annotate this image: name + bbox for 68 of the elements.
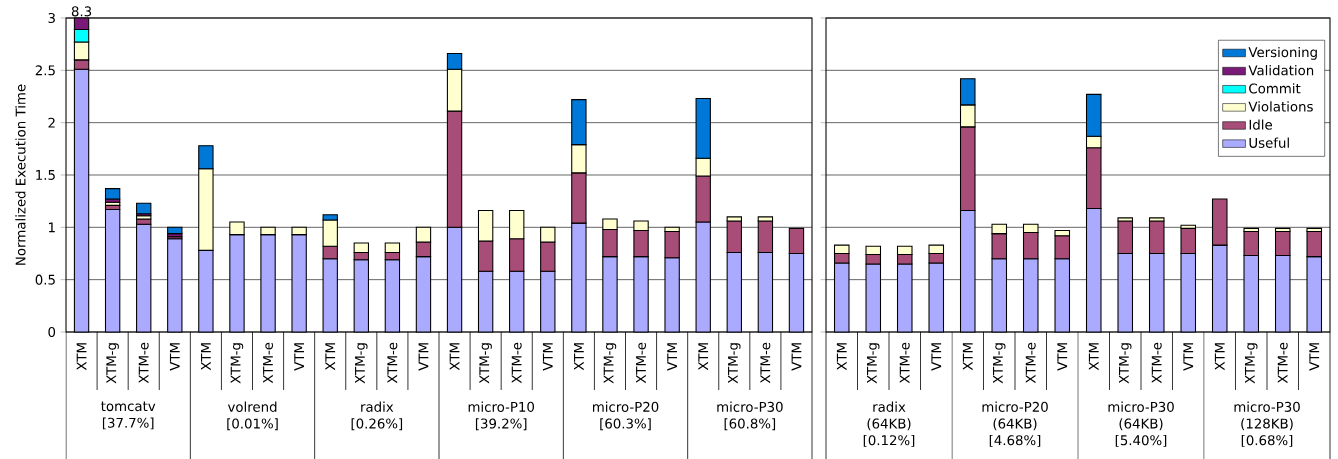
- x-tick-label: XTM-g: [1245, 343, 1258, 384]
- x-tick-label: XTM-e: [511, 342, 522, 384]
- x-tick-label: XTM-g: [1119, 343, 1132, 384]
- text: micro-P20 [60.3%]: [593, 401, 659, 431]
- legend-label: Useful: [1249, 137, 1289, 148]
- text: radix (64KB) [0.12%]: [863, 401, 915, 447]
- text: volrend [0.01%]: [227, 401, 278, 431]
- x-tick-label: XTM-e: [1151, 342, 1162, 384]
- x-tick-label: XTM: [574, 343, 584, 371]
- legend-label: Validation: [1248, 65, 1314, 76]
- x-tick-label: XTM-g: [867, 343, 880, 384]
- legend-label: Violations: [1248, 101, 1313, 112]
- x-tick-label: VTM: [542, 343, 553, 371]
- x-tick-label: XTM: [962, 343, 973, 371]
- text: micro-P30 (64KB) [5.40%]: [1108, 401, 1174, 447]
- x-tick-label: VTM: [418, 343, 429, 371]
- x-tick-label: XTM-e: [636, 342, 646, 384]
- x-tick-label: XTM: [1214, 343, 1225, 371]
- x-tick-label: XTM-g: [603, 343, 617, 384]
- x-tick-label: XTM: [449, 343, 460, 371]
- x-tick-label: XTM: [201, 343, 211, 371]
- x-tick-label: VTM: [1057, 343, 1068, 371]
- x-tick-label: XTM-g: [728, 343, 741, 384]
- x-tick-label: XTM-g: [355, 343, 368, 384]
- x-tick-label: XTM: [698, 343, 709, 371]
- x-tick-label: XTM-g: [479, 343, 492, 384]
- bar: [167, 226, 183, 235]
- y-tick-label: 1.5: [36, 170, 55, 180]
- text: micro-P10 [39.2%]: [468, 401, 535, 431]
- text: micro-P30 (128KB) [0.68%]: [1234, 401, 1300, 447]
- x-tick-label: VTM: [791, 343, 802, 371]
- text: tomcatv [37.7%]: [101, 401, 156, 430]
- legend-label: Versioning: [1248, 46, 1317, 60]
- x-tick-label: VTM: [294, 343, 304, 371]
- x-tick-label: XTM-e: [899, 342, 910, 384]
- y-tick-label: 1: [48, 222, 55, 233]
- x-tick-label: VTM: [931, 343, 942, 371]
- text: micro-P30 [60.8%]: [717, 401, 783, 431]
- x-tick-label: XTM-e: [1277, 342, 1288, 384]
- x-tick-label: VTM: [1309, 343, 1320, 371]
- x-tick-label: XTM: [1088, 343, 1099, 371]
- y-tick-label: 0: [48, 326, 56, 338]
- legend-label: Idle: [1249, 119, 1272, 130]
- x-tick-label: XTM: [836, 343, 847, 371]
- y-tick-label: 2: [48, 117, 55, 128]
- text: micro-P20 (64KB) [4.68%]: [982, 401, 1048, 447]
- text: radix [0.26%]: [351, 401, 403, 431]
- y-tick-label: 0.5: [35, 274, 55, 285]
- y-axis-title: Normalized Execution Time: [15, 84, 26, 265]
- x-tick-label: XTM-e: [760, 342, 771, 384]
- y-tick-label: 2.5: [35, 65, 55, 76]
- y-tick-label: 3: [48, 12, 55, 24]
- bar: [104, 188, 121, 200]
- x-tick-label: XTM-g: [993, 343, 1006, 384]
- x-tick-label: VTM: [1183, 343, 1194, 371]
- annotation: 8.3: [71, 6, 92, 17]
- x-tick-label: XTM-g: [230, 343, 244, 384]
- x-tick-label: XTM-e: [387, 342, 398, 384]
- x-tick-label: XTM-e: [138, 342, 149, 384]
- x-tick-label: VTM: [667, 343, 677, 371]
- x-tick-label: VTM: [169, 343, 180, 371]
- x-tick-label: XTM: [325, 343, 336, 371]
- x-tick-label: XTM-g: [106, 343, 119, 384]
- x-tick-label: XTM-e: [263, 342, 274, 384]
- x-tick-label: XTM: [76, 343, 87, 371]
- legend-label: Commit: [1249, 83, 1301, 94]
- bar: [136, 202, 152, 215]
- x-tick-label: XTM-e: [1025, 342, 1036, 384]
